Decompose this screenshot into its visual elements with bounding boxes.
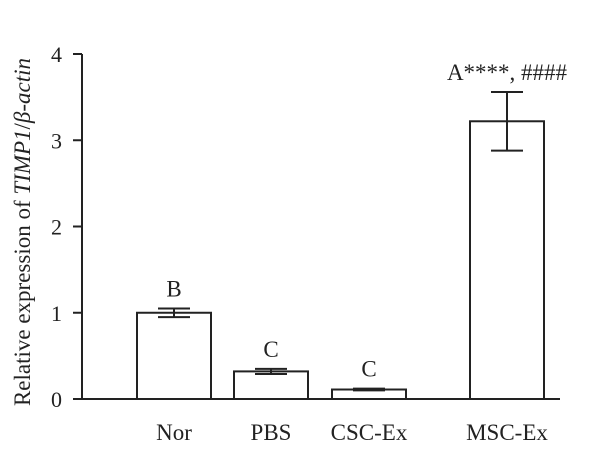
y-tick-label: 4: [51, 42, 62, 67]
bar-nor: [136, 311, 212, 400]
x-tick-label: Nor: [156, 420, 192, 445]
y-tick-label: 0: [51, 387, 62, 412]
y-axis-label-part: TIMP1: [10, 129, 35, 194]
y-tick-label: 2: [51, 215, 62, 240]
significance-label: B: [166, 276, 181, 301]
significance-label: C: [361, 357, 376, 382]
labels: Nor B PBS C CSC-Ex C MSC-Ex A****, ####: [156, 60, 567, 445]
y-axis-label-part: β-actin: [10, 58, 35, 124]
bars: [136, 90, 545, 401]
significance-label: C: [263, 337, 278, 362]
x-tick-label: MSC-Ex: [466, 420, 548, 445]
y-tick-label: 1: [51, 301, 62, 326]
y-axis-label-part: Relative expression of: [10, 195, 35, 406]
significance-label: A****, ####: [447, 60, 568, 85]
y-tick-label: 3: [51, 128, 62, 153]
bar-pbs: [233, 370, 309, 400]
bar-msc-ex: [469, 120, 545, 401]
y-axis-label: Relative expression of TIMP1/β-actin: [10, 58, 35, 406]
y-axis-label-part: /: [10, 122, 35, 129]
x-tick-label: CSC-Ex: [331, 420, 408, 445]
x-tick-label: PBS: [251, 420, 292, 445]
